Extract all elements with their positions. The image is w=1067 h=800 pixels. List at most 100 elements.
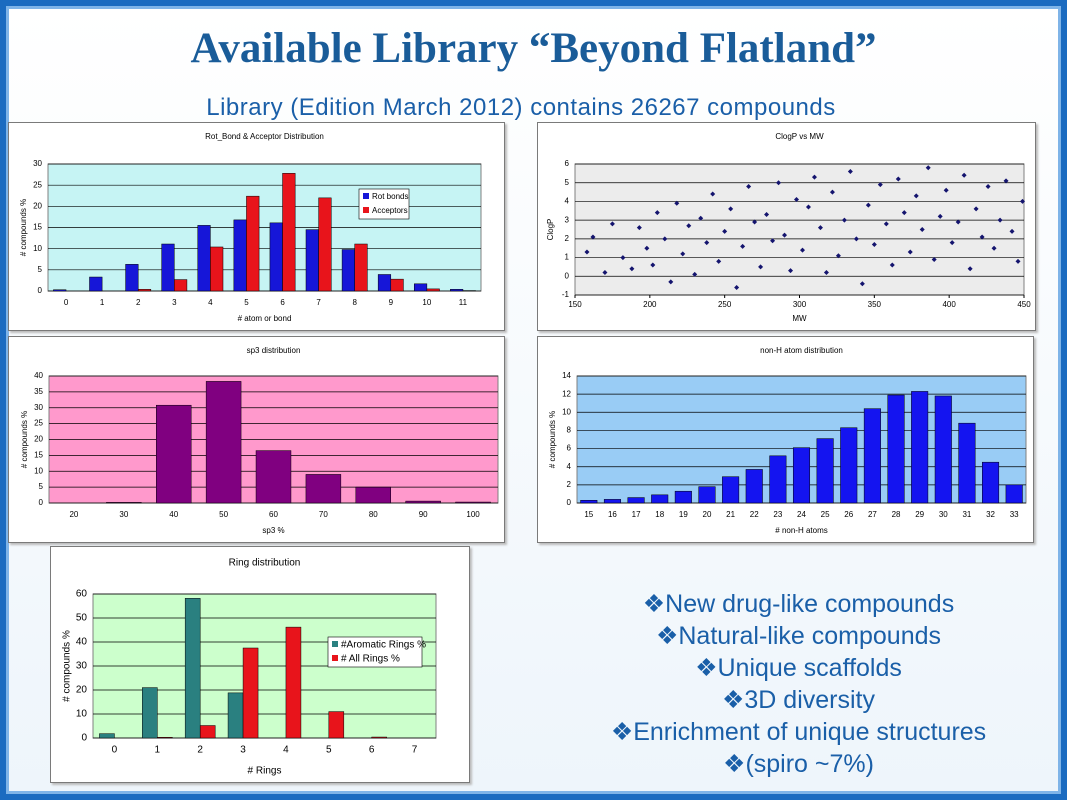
bullet: ❖Enrichment of unique structures: [610, 718, 987, 746]
point: [967, 266, 973, 272]
y-tick-label: 15: [33, 223, 42, 232]
bar: [137, 289, 152, 292]
point: [650, 262, 656, 268]
x-tick-label: 33: [1010, 510, 1019, 519]
point: [584, 249, 590, 255]
bar: [450, 289, 464, 292]
y-tick-label: 0: [38, 286, 43, 295]
y-tick-label: 0: [565, 271, 570, 280]
slide-title: Available Library “Beyond Flatland”: [190, 25, 877, 72]
point: [674, 200, 680, 206]
point: [620, 255, 626, 261]
bar: [816, 438, 834, 504]
point: [835, 253, 841, 259]
x-tick-label: 4: [283, 745, 289, 756]
point: [770, 238, 776, 244]
bar: [305, 474, 342, 504]
bar: [792, 447, 811, 504]
point: [943, 187, 949, 193]
x-tick-label: 16: [608, 510, 617, 519]
bar: [328, 711, 345, 739]
y-tick-label: 10: [33, 244, 42, 253]
bar: [840, 427, 858, 504]
bullet: ❖New drug-like compounds: [642, 590, 955, 618]
point: [919, 227, 925, 232]
x-tick-label: 20: [69, 510, 78, 519]
chart-title: Ring distribution: [229, 558, 301, 569]
x-tick-label: 22: [750, 510, 759, 519]
point: [602, 270, 608, 276]
y-tick-label: 10: [562, 407, 571, 416]
x-tick-label: 7: [316, 298, 321, 307]
point: [1003, 178, 1009, 184]
point: [865, 202, 871, 208]
y-tick-label: 30: [76, 661, 88, 672]
bar: [911, 391, 929, 504]
x-tick-label: 250: [718, 300, 732, 309]
point: [799, 247, 805, 253]
point: [847, 168, 853, 174]
bar: [53, 289, 67, 292]
point: [859, 281, 865, 287]
y-tick-label: 0: [39, 498, 44, 507]
bar: [246, 195, 260, 292]
point: [654, 210, 660, 216]
y-tick-label: 10: [34, 466, 43, 475]
bar: [157, 737, 173, 739]
y-axis-label: # compounds %: [20, 411, 29, 468]
chart-title: non-H atom distribution: [760, 346, 843, 355]
x-tick-label: 350: [868, 300, 882, 309]
point: [776, 180, 782, 186]
point: [985, 183, 991, 189]
point: [734, 285, 740, 291]
bar: [106, 502, 142, 504]
point: [997, 217, 1003, 223]
point: [746, 183, 752, 189]
point: [853, 236, 859, 242]
x-tick-label: 25: [821, 510, 830, 519]
x-tick-label: 0: [112, 745, 118, 756]
x-tick-label: 15: [584, 510, 593, 519]
bullet: ❖Unique scaffolds: [695, 654, 902, 682]
point: [949, 240, 955, 246]
point: [817, 225, 823, 231]
bar: [887, 394, 905, 504]
point: [901, 210, 907, 216]
x-axis-label: # Rings: [248, 766, 282, 777]
point: [991, 245, 997, 251]
bar: [184, 598, 201, 739]
point: [722, 228, 728, 234]
point: [955, 219, 961, 225]
bar: [99, 733, 115, 739]
chart: non-H atom distribution # non-H atoms # co…: [537, 336, 1034, 543]
x-tick-label: 26: [844, 510, 853, 519]
y-tick-label: 5: [565, 178, 570, 187]
x-tick-label: 7: [412, 745, 418, 756]
y-tick-label: 14: [562, 371, 571, 380]
y-axis-label: # compounds %: [548, 411, 557, 468]
y-tick-label: 0: [81, 733, 87, 744]
bar: [355, 486, 391, 504]
y-axis-label: # compounds %: [19, 199, 28, 256]
x-tick-label: 30: [119, 510, 128, 519]
x-tick-label: 3: [172, 298, 177, 307]
bar: [318, 197, 332, 292]
y-tick-label: 12: [562, 389, 571, 398]
point: [710, 191, 716, 197]
legend-swatch: [363, 193, 369, 199]
x-tick-label: 31: [962, 510, 971, 519]
bar: [674, 490, 692, 504]
y-tick-label: 20: [33, 201, 42, 210]
bar: [426, 288, 440, 292]
chart-title: sp3 distribution: [247, 346, 301, 355]
bar: [580, 500, 598, 504]
point: [913, 193, 919, 199]
bar: [197, 225, 211, 292]
x-tick-label: 200: [643, 300, 657, 309]
chart-title: Rot_Bond & Acceptor Distribution: [205, 132, 324, 141]
point: [829, 189, 835, 195]
plot-area: [574, 163, 1025, 296]
bullet: ❖Natural-like compounds: [655, 622, 942, 650]
x-tick-label: 2: [136, 298, 141, 307]
x-tick-label: 10: [422, 298, 431, 307]
